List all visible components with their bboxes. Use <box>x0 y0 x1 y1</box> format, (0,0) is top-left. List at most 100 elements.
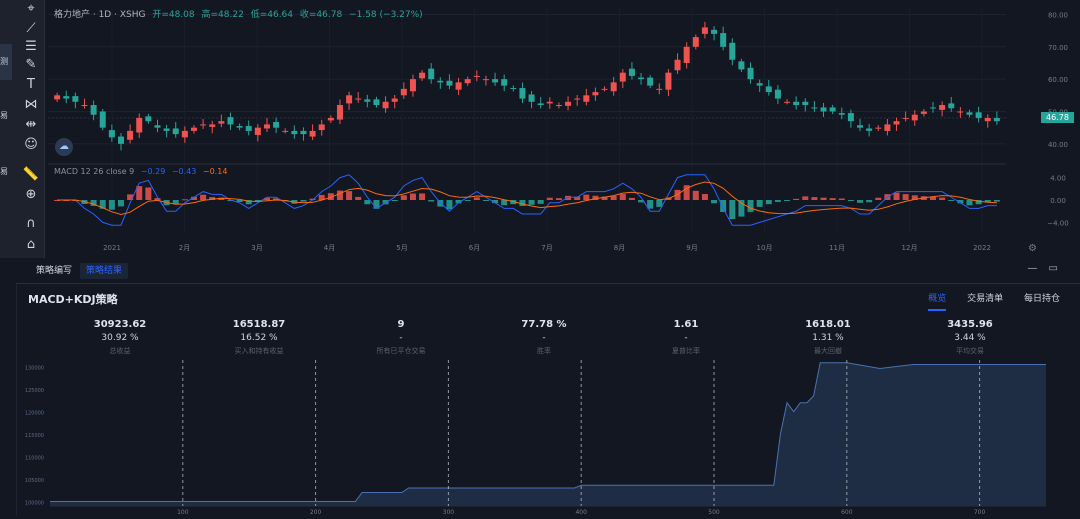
macd-histogram-bar <box>318 194 325 200</box>
macd-histogram-bar <box>273 198 280 200</box>
measure-icon[interactable]: ⇹ <box>25 117 37 132</box>
candle <box>729 42 736 60</box>
equity-chart[interactable]: 130000 125000 120000 115000 110000 105000 1000… <box>16 354 1080 516</box>
macd-label[interactable]: MACD 12 26 close 9 <box>54 167 135 176</box>
strategy-panel-header: 策略编写 策略结果 — ▭ <box>16 259 1080 284</box>
candle <box>820 107 827 112</box>
equity-x-tick-label: 500 <box>708 509 720 516</box>
macd-histogram-bar <box>811 197 818 200</box>
side-tab-1[interactable]: 测 <box>0 44 12 80</box>
candle <box>181 130 188 138</box>
macd-histogram-bar <box>254 200 261 201</box>
stat-percent: 3.44 % <box>954 333 986 343</box>
minimize-icon[interactable]: — <box>1027 263 1038 274</box>
macd-histogram-bar <box>574 196 581 200</box>
macd-tick-label: 0.00 <box>1050 197 1066 205</box>
report-tabs: 概览 交易清单 每日持仓 <box>910 291 1060 311</box>
macd-histogram-bar <box>747 200 754 212</box>
maximize-icon[interactable]: ▭ <box>1048 263 1058 274</box>
macd-histogram-bar <box>245 200 252 205</box>
macd-histogram-bar <box>400 195 407 200</box>
macd-value-2: −0.43 <box>171 167 197 176</box>
candle <box>546 101 553 104</box>
macd-histogram-bar <box>218 197 225 200</box>
macd-histogram-bar <box>756 200 763 207</box>
candle <box>984 117 991 122</box>
candle <box>592 92 599 96</box>
strategy-title: MACD+KDJ策略 <box>28 293 118 306</box>
tab-overview[interactable]: 概览 <box>928 294 947 311</box>
performance-stats: 30923.62 30.92 % 总收益 16518.87 16.52 % 买入… <box>50 319 1080 355</box>
macd-histogram-bar <box>784 200 791 201</box>
stat-percent: 16.52 % <box>240 333 278 343</box>
trend-line-icon[interactable]: ⟋ <box>26 21 36 36</box>
magnet-icon[interactable]: ∩ <box>26 216 36 231</box>
macd-histogram-bar <box>127 194 134 200</box>
time-tick-label: 11月 <box>829 244 845 252</box>
macd-histogram-bar <box>720 200 727 213</box>
tab-strategy-results[interactable]: 策略结果 <box>80 263 129 279</box>
stat-avg-trade: 3435.96 3.44 % 平均交易 <box>900 319 1040 356</box>
candle <box>610 82 617 92</box>
emoji-icon[interactable]: ☺ <box>24 137 38 152</box>
macd-histogram-bar <box>966 200 973 206</box>
candle <box>738 61 745 70</box>
tv-logo-icon[interactable]: ☁ <box>55 138 73 156</box>
symbol-name[interactable]: 格力地产 · 1D · XSHG <box>54 10 146 20</box>
macd-histogram-bar <box>428 200 435 202</box>
macd-histogram-bar <box>336 190 343 200</box>
candle <box>601 88 608 90</box>
ruler-icon[interactable]: 📏 <box>22 167 40 182</box>
equity-x-tick-label: 100 <box>177 509 189 516</box>
macd-histogram-bar <box>145 187 152 200</box>
settings-gear-icon[interactable]: ⚙ <box>1028 243 1037 254</box>
equity-tick-label: 125000 <box>25 388 44 394</box>
macd-histogram-bar <box>692 190 699 200</box>
macd-histogram-bar <box>683 185 690 200</box>
stat-value: 9 <box>397 319 405 330</box>
text-icon[interactable]: T <box>27 77 35 92</box>
candle <box>902 117 909 119</box>
macd-histogram-bar <box>327 193 334 200</box>
macd-histogram-bar <box>893 192 900 200</box>
close-value: 收=46.78 <box>299 10 343 20</box>
macd-histogram-bar <box>409 193 416 200</box>
candle <box>336 105 343 120</box>
pattern-icon[interactable]: ⋈ <box>24 97 38 112</box>
tab-daily-positions[interactable]: 每日持仓 <box>1023 294 1060 304</box>
zoom-in-icon[interactable]: ⊕ <box>25 187 37 202</box>
macd-histogram-bar <box>975 200 982 205</box>
candle <box>674 59 681 71</box>
candle <box>409 79 416 92</box>
candle <box>373 99 380 106</box>
price-tick-label: 70.00 <box>1048 44 1068 52</box>
macd-histogram-bar <box>510 200 517 205</box>
candle <box>63 96 70 99</box>
fib-icon[interactable]: ☰ <box>25 39 37 54</box>
candle <box>400 88 407 96</box>
brush-icon[interactable]: ✎ <box>25 57 37 72</box>
tab-trade-list[interactable]: 交易清单 <box>967 294 1004 304</box>
macd-histogram-bar <box>738 200 745 217</box>
macd-histogram-bar <box>619 194 626 200</box>
macd-histogram-bar <box>300 200 307 202</box>
time-tick-label: 10月 <box>757 244 773 252</box>
candle <box>437 80 444 83</box>
macd-histogram-bar <box>911 195 918 200</box>
tab-strategy-editor[interactable]: 策略编写 <box>36 266 73 276</box>
candle <box>875 127 882 129</box>
macd-histogram-bar <box>565 195 572 200</box>
candle <box>829 107 836 112</box>
cursor-icon[interactable]: ⌖ <box>27 1 35 16</box>
side-tab-3[interactable]: 易 <box>0 167 8 176</box>
stat-label: 平均交易 <box>956 347 984 355</box>
candle <box>464 79 471 84</box>
lock-icon[interactable]: ⌂ <box>26 237 36 252</box>
macd-histogram-bar <box>263 197 270 200</box>
side-tab-2[interactable]: 易 <box>0 111 8 120</box>
candle <box>428 68 435 80</box>
stat-value: 1618.01 <box>805 319 851 330</box>
candle <box>501 79 508 86</box>
